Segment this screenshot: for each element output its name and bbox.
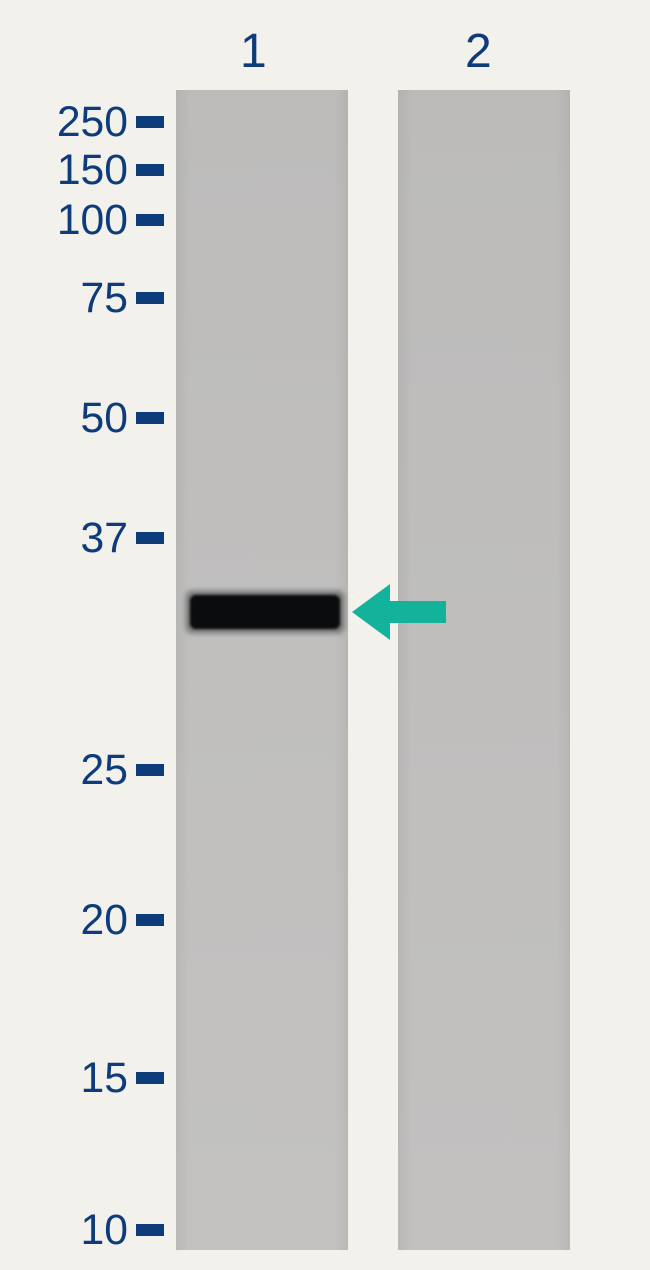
mw-label-100: 100 [18, 196, 128, 245]
mw-tick-20 [136, 914, 164, 926]
lane-header-1: 1 [240, 24, 267, 79]
mw-label-20: 20 [18, 896, 128, 945]
mw-label-150: 150 [18, 146, 128, 195]
mw-label-10: 10 [18, 1206, 128, 1255]
lane-header-2: 2 [465, 24, 492, 79]
arrow-head-icon [352, 584, 390, 640]
mw-tick-50 [136, 412, 164, 424]
band-indicator-arrow [352, 584, 446, 640]
lane-1 [176, 90, 348, 1250]
mw-tick-25 [136, 764, 164, 776]
mw-tick-100 [136, 214, 164, 226]
mw-label-50: 50 [18, 394, 128, 443]
mw-tick-15 [136, 1072, 164, 1084]
mw-label-37: 37 [18, 514, 128, 563]
arrow-shaft [390, 601, 446, 623]
mw-label-250: 250 [18, 98, 128, 147]
mw-tick-150 [136, 164, 164, 176]
mw-label-25: 25 [18, 746, 128, 795]
mw-tick-75 [136, 292, 164, 304]
mw-label-15: 15 [18, 1054, 128, 1103]
mw-tick-250 [136, 116, 164, 128]
mw-tick-37 [136, 532, 164, 544]
mw-label-75: 75 [18, 274, 128, 323]
blot-figure: 1 2 250150100 75 50 37 25 20 15 10 [0, 0, 650, 1270]
band-lane1 [190, 595, 340, 629]
lane-2 [398, 90, 570, 1250]
mw-tick-10 [136, 1224, 164, 1236]
